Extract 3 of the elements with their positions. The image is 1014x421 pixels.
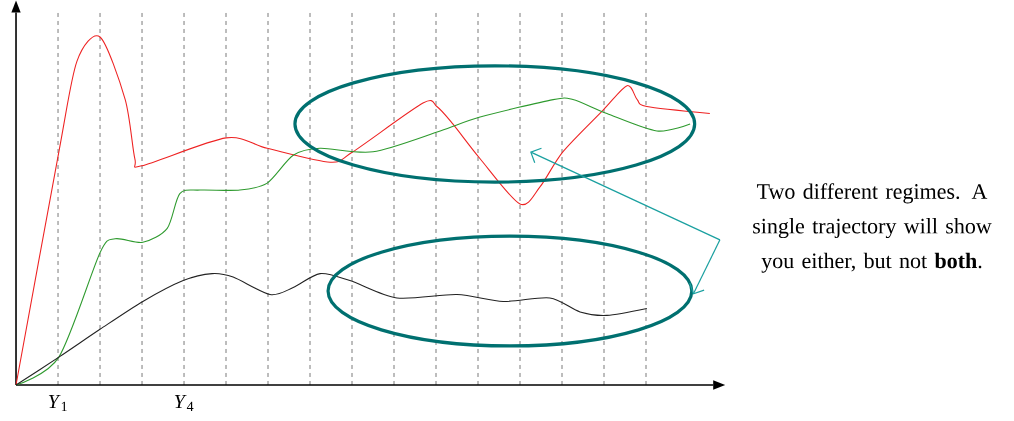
text: Two different regimes. A single trajectory will show you either, but not both. [753,183,992,273]
x-tick-label: Y$_{1}$ [48,395,67,411]
x-tick-label: Y$_{4}$ [174,395,194,411]
